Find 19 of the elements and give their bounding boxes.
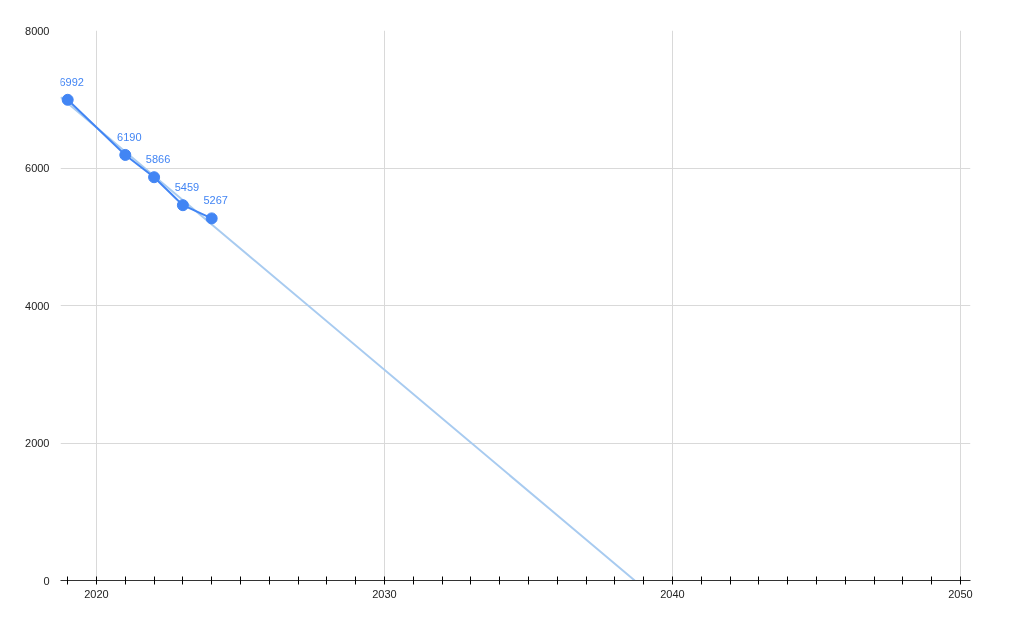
y-tick-label: 6000 bbox=[25, 162, 50, 174]
y-tick-label: 8000 bbox=[25, 24, 50, 37]
data-label: 6992 bbox=[59, 75, 84, 88]
point bbox=[61, 93, 74, 106]
x-tick-label: 2040 bbox=[660, 587, 685, 600]
data-label: 5866 bbox=[145, 153, 171, 166]
point bbox=[119, 148, 132, 161]
data-label: 5267 bbox=[203, 194, 228, 207]
y-tick-label: 4000 bbox=[25, 299, 50, 312]
x-tick-label: 2020 bbox=[84, 587, 109, 600]
point bbox=[148, 171, 161, 184]
point bbox=[176, 199, 189, 212]
y-tick-label: 2000 bbox=[25, 437, 50, 449]
x-tick-label: 2050 bbox=[948, 587, 973, 600]
x-tick-label: 2030 bbox=[372, 587, 397, 600]
data-label: 6190 bbox=[117, 130, 142, 143]
data-label: 5459 bbox=[174, 181, 200, 194]
y-tick-label: 0 bbox=[43, 574, 50, 587]
point bbox=[205, 212, 218, 225]
